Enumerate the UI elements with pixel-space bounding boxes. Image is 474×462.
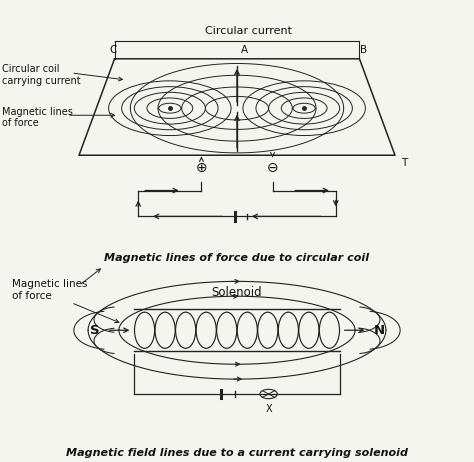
Text: ⊕: ⊕ [196, 161, 207, 175]
Text: Magnetic lines
of force: Magnetic lines of force [2, 107, 73, 128]
Text: X: X [265, 404, 272, 413]
Text: Circular current: Circular current [205, 26, 292, 36]
Text: N: N [374, 324, 385, 337]
Text: S: S [90, 324, 100, 337]
Text: ⊖: ⊖ [267, 161, 278, 175]
Text: Magnetic lines of force due to circular coil: Magnetic lines of force due to circular … [104, 253, 370, 263]
Text: B: B [360, 45, 367, 55]
Text: Solenoid: Solenoid [212, 286, 262, 299]
Text: C: C [109, 45, 116, 55]
Text: Magnetic lines
of force: Magnetic lines of force [12, 279, 87, 301]
Text: Magnetic field lines due to a current carrying solenoid: Magnetic field lines due to a current ca… [66, 449, 408, 458]
Text: Circular coil
carrying current: Circular coil carrying current [2, 65, 81, 86]
Text: T: T [401, 158, 407, 168]
Text: A: A [241, 45, 248, 55]
